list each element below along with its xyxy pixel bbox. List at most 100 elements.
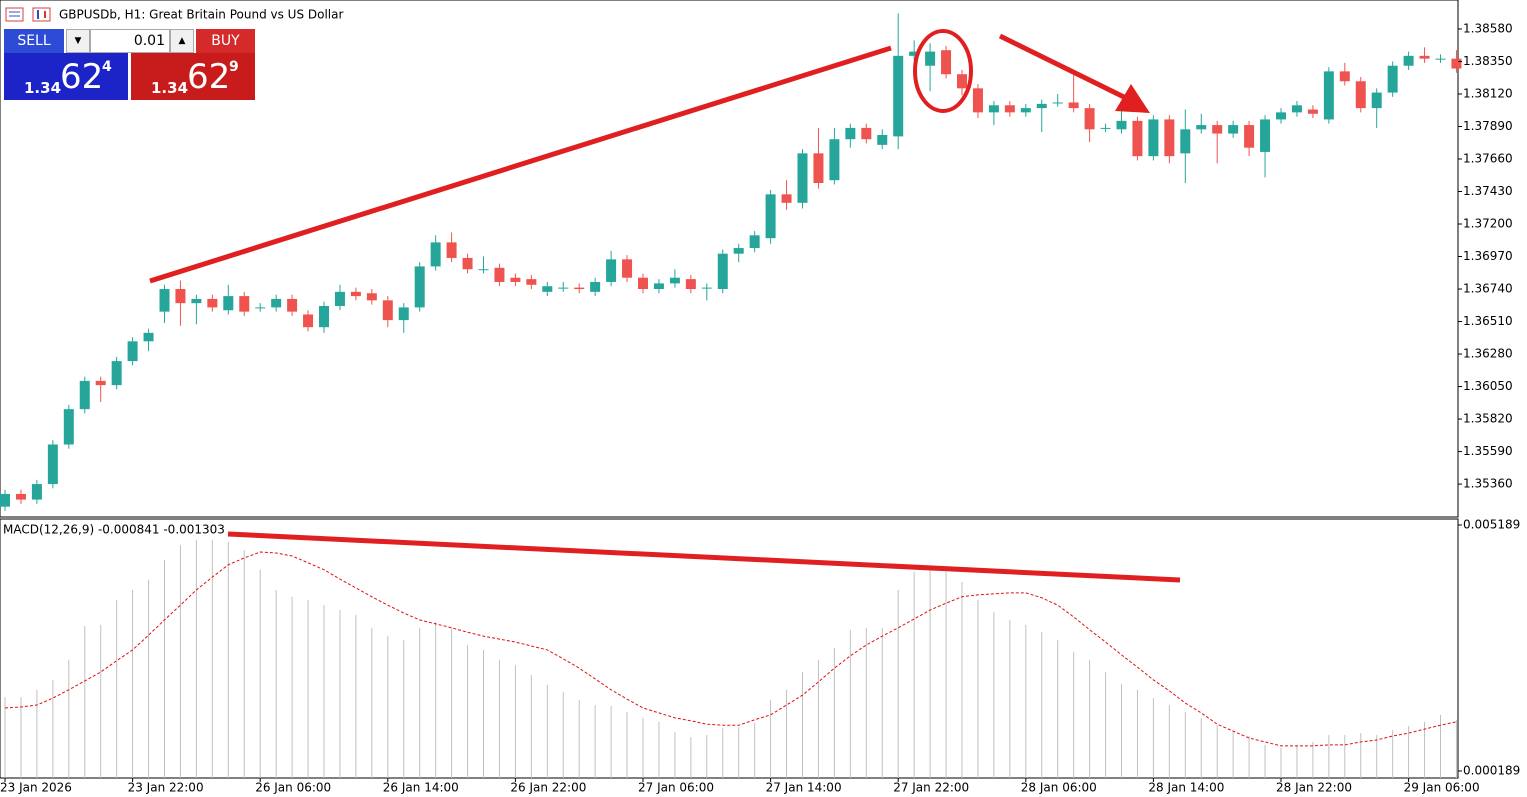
candle-body bbox=[239, 296, 250, 312]
candle-body bbox=[1387, 65, 1398, 93]
bid-fraction: 4 bbox=[102, 59, 112, 75]
candle-body bbox=[398, 307, 409, 321]
candle-body bbox=[925, 51, 936, 66]
x-tick-label: 26 Jan 22:00 bbox=[510, 781, 586, 795]
candle-body bbox=[669, 277, 680, 284]
candle-body bbox=[0, 493, 10, 507]
candle-body bbox=[1084, 108, 1095, 130]
candle-body bbox=[175, 289, 186, 304]
candle-body bbox=[446, 242, 457, 258]
candle-body bbox=[494, 267, 505, 282]
icon bbox=[5, 7, 24, 22]
candle-body bbox=[303, 314, 314, 328]
candle-body bbox=[255, 307, 266, 309]
arrow-head bbox=[1115, 84, 1150, 113]
bid-prefix: 1.34 bbox=[24, 79, 62, 97]
candle-body bbox=[1323, 71, 1334, 120]
y-tick-label: 0.005189 bbox=[1463, 518, 1520, 532]
candle-body bbox=[31, 484, 42, 500]
candle-body bbox=[797, 153, 808, 203]
macd-title: MACD(12,26,9) -0.000841 -0.001303 bbox=[3, 523, 225, 537]
x-tick-label: 28 Jan 14:00 bbox=[1148, 781, 1224, 795]
candle-body bbox=[606, 259, 617, 282]
x-tick-label: 27 Jan 22:00 bbox=[893, 781, 969, 795]
x-tick-label: 23 Jan 2026 bbox=[0, 781, 72, 795]
y-tick-label: 1.37200 bbox=[1463, 217, 1513, 231]
candle-body bbox=[111, 361, 122, 386]
x-tick-label: 28 Jan 06:00 bbox=[1021, 781, 1097, 795]
candle-body bbox=[972, 88, 983, 113]
candle-body bbox=[462, 257, 473, 270]
candle-body bbox=[15, 493, 26, 500]
y-tick-label: 1.35360 bbox=[1463, 477, 1513, 491]
x-tick-label: 29 Jan 06:00 bbox=[1404, 781, 1480, 795]
candle-body bbox=[701, 287, 712, 289]
candle-body bbox=[1291, 105, 1302, 113]
volume-down[interactable]: ▼ bbox=[66, 29, 90, 53]
candle-body bbox=[1260, 119, 1271, 152]
y-tick-label: 1.36280 bbox=[1463, 347, 1513, 361]
arrow-line bbox=[998, 33, 1130, 102]
symbol-icons bbox=[5, 7, 51, 22]
candle-body bbox=[1148, 119, 1159, 157]
candle-body bbox=[638, 277, 648, 290]
y-tick-label: 1.38350 bbox=[1463, 54, 1513, 68]
candle-body bbox=[1052, 102, 1063, 104]
candle-body bbox=[1371, 92, 1382, 109]
macd-panel bbox=[0, 518, 1459, 779]
y-tick-label: 1.37890 bbox=[1463, 119, 1513, 133]
y-tick-label: 1.36510 bbox=[1463, 314, 1513, 328]
candle-body bbox=[558, 287, 569, 289]
candle-body bbox=[1116, 120, 1127, 130]
candle-body bbox=[1196, 125, 1207, 130]
candle-body bbox=[653, 283, 664, 290]
x-tick-label: 28 Jan 22:00 bbox=[1276, 781, 1352, 795]
candle-body bbox=[382, 300, 393, 321]
candle-body bbox=[1419, 55, 1430, 59]
ask-prefix: 1.34 bbox=[151, 79, 189, 97]
buy-button[interactable]: BUY bbox=[196, 29, 255, 53]
x-tick-label: 26 Jan 06:00 bbox=[255, 781, 331, 795]
candle-body bbox=[590, 281, 601, 292]
candle-body bbox=[845, 127, 856, 140]
candle-body bbox=[1228, 125, 1239, 134]
candle-body bbox=[909, 51, 920, 56]
volume-up[interactable]: ▲ bbox=[170, 29, 194, 53]
candle-body bbox=[430, 242, 441, 267]
candle-body bbox=[271, 298, 282, 308]
y-tick-label: 1.35820 bbox=[1463, 412, 1513, 426]
candle-body bbox=[366, 293, 377, 301]
candle-body bbox=[287, 298, 298, 312]
candle-body bbox=[1036, 103, 1047, 109]
y-tick-label: 1.37660 bbox=[1463, 152, 1513, 166]
candle-body bbox=[95, 380, 106, 386]
candle-body bbox=[781, 194, 792, 203]
candle-body bbox=[79, 380, 90, 410]
candle-body bbox=[414, 266, 425, 308]
candle-body bbox=[733, 248, 744, 254]
sell-button[interactable]: SELL bbox=[4, 29, 64, 53]
candle-body bbox=[1180, 129, 1191, 154]
candle-body bbox=[1339, 71, 1350, 82]
x-tick-label: 23 Jan 22:00 bbox=[128, 781, 204, 795]
y-tick-label: 1.38120 bbox=[1463, 86, 1513, 100]
ask-pips: 62 bbox=[187, 57, 231, 97]
candle-body bbox=[1403, 55, 1414, 66]
candle-body bbox=[1244, 125, 1255, 148]
candle-body bbox=[143, 332, 154, 342]
candle-body bbox=[717, 253, 728, 290]
candle-body bbox=[1020, 108, 1031, 113]
candle-body bbox=[127, 341, 138, 362]
y-tick-label: 1.38580 bbox=[1463, 21, 1513, 35]
candle-body bbox=[1004, 105, 1015, 113]
ask-quote[interactable]: 1.34 62 9 bbox=[131, 53, 255, 100]
x-tick-label: 27 Jan 14:00 bbox=[766, 781, 842, 795]
bid-pips: 62 bbox=[60, 57, 104, 97]
candle-body bbox=[510, 277, 521, 282]
candle-body bbox=[1100, 127, 1111, 129]
candle-body bbox=[191, 298, 202, 304]
volume-input[interactable]: 0.01 bbox=[90, 29, 170, 53]
bid-quote[interactable]: 1.34 62 4 bbox=[4, 53, 128, 100]
candle-body bbox=[1451, 58, 1462, 69]
